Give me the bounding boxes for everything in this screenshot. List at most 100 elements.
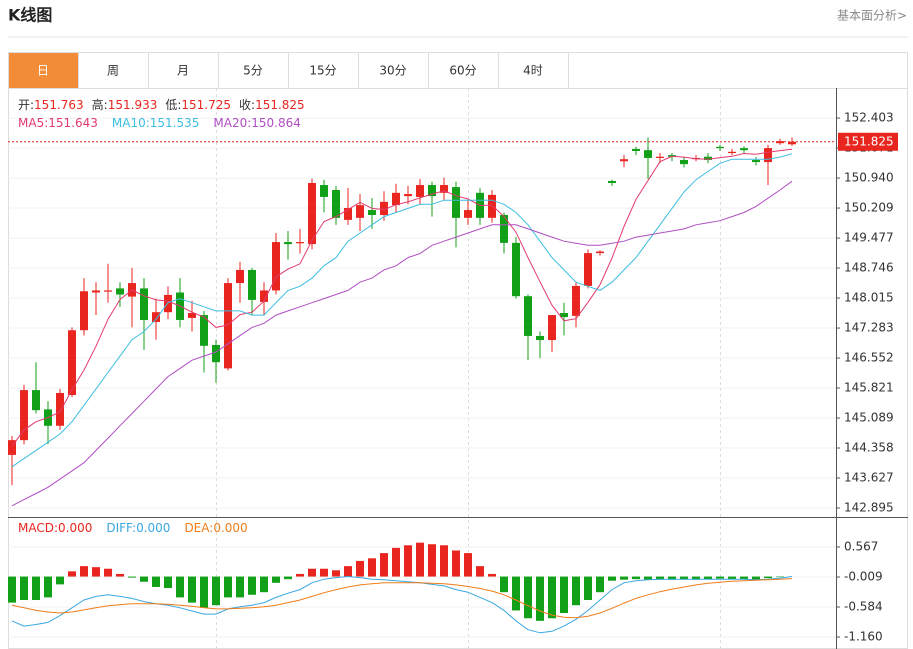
legend-value: 0.000	[58, 521, 92, 535]
candle-body	[164, 294, 172, 313]
macd-bar	[140, 576, 148, 582]
candle-body	[452, 187, 460, 218]
macd-bar	[44, 576, 52, 598]
y-tick-label: 0.567	[844, 539, 878, 553]
y-tick-label: 150.209	[844, 201, 894, 215]
candle-body	[548, 315, 556, 341]
tab-label[interactable]: 30分	[379, 64, 406, 78]
macd-bar	[320, 568, 328, 577]
tab-label[interactable]: 月	[177, 64, 189, 78]
tab-label[interactable]: 15分	[309, 64, 336, 78]
legend-value: 0.000	[136, 521, 170, 535]
candle-body	[536, 335, 544, 341]
tab[interactable]	[8, 52, 79, 89]
macd-bar	[692, 576, 700, 580]
y-tick-label: 143.627	[844, 470, 894, 484]
candle-body	[764, 148, 772, 163]
macd-bar	[524, 576, 532, 619]
legend-name: MACD:	[18, 521, 58, 535]
macd-bar	[404, 545, 412, 577]
candle-body	[644, 150, 652, 158]
macd-bar	[476, 566, 484, 577]
legend-name: DIFF:	[106, 521, 136, 535]
candle-body	[632, 148, 640, 151]
macd-bar	[572, 576, 580, 606]
candle-body	[140, 288, 148, 320]
macd-bar	[716, 576, 724, 579]
macd-bar	[260, 576, 268, 593]
candle-body	[740, 148, 748, 151]
macd-bar	[512, 576, 520, 611]
macd-bar	[764, 576, 772, 579]
tab-label[interactable]: 5分	[243, 64, 263, 78]
candle-body	[116, 288, 124, 295]
candle-body	[248, 269, 256, 300]
y-tick-label: 148.015	[844, 291, 894, 305]
macd-bar	[704, 576, 712, 580]
legend: MA5:151.643 MA10:151.535 MA20:150.864	[18, 116, 301, 130]
macd-bar	[452, 550, 460, 577]
candle-body	[416, 185, 424, 197]
candle-body	[404, 194, 412, 197]
candle-body	[104, 290, 112, 292]
tab-label[interactable]: 60分	[449, 64, 476, 78]
legend: MACD:0.000 DIFF:0.000 DEA:0.000	[18, 521, 248, 535]
macd-bar	[200, 576, 208, 608]
y-tick-label: 144.358	[844, 441, 894, 455]
macd-bar	[548, 576, 556, 619]
tab[interactable]	[78, 52, 149, 89]
info-label: 开:	[18, 98, 34, 112]
tab[interactable]	[288, 52, 359, 89]
macd-bar	[680, 576, 688, 580]
macd-bar	[164, 576, 172, 589]
candle-body	[488, 194, 496, 218]
macd-bar	[392, 547, 400, 577]
candle-body	[584, 253, 592, 286]
candle-body	[680, 160, 688, 165]
macd-bar	[188, 576, 196, 603]
info-value: 151.725	[181, 98, 231, 112]
legend-value: 151.535	[150, 116, 200, 130]
tab-label[interactable]: 周	[107, 64, 119, 78]
macd-bar	[668, 576, 676, 580]
macd-bar	[584, 576, 592, 601]
legend-value: 151.643	[48, 116, 98, 130]
legend-name: MA5:	[18, 116, 48, 130]
candle-body	[620, 159, 628, 162]
macd-bar	[728, 576, 736, 580]
candle-body	[284, 242, 292, 245]
info-value: 151.825	[255, 98, 305, 112]
y-tick-label: 147.283	[844, 321, 894, 335]
legend-value: 0.000	[213, 521, 247, 535]
macd-bar	[332, 570, 340, 577]
macd-bar	[428, 544, 436, 577]
macd-bar	[272, 576, 280, 583]
macd-bar	[500, 576, 508, 593]
y-tick-label: 145.821	[844, 381, 894, 395]
line	[11, 153, 793, 468]
macd-bar	[308, 568, 316, 577]
macd-bar	[104, 568, 112, 577]
last-price-box	[838, 132, 898, 151]
link[interactable]: 基本面分析>	[837, 9, 907, 23]
macd-bar	[68, 571, 76, 577]
info-label: 低:	[165, 98, 181, 112]
candle-body	[524, 296, 532, 336]
legend-value: 150.864	[251, 116, 301, 130]
y-tick-label: 152.403	[844, 111, 894, 125]
macd-bar	[656, 576, 664, 580]
tab-label[interactable]: 日	[37, 64, 49, 78]
info-value: 151.933	[108, 98, 158, 112]
candle-body	[512, 242, 520, 297]
candle-body	[380, 201, 388, 215]
candle-body	[224, 283, 232, 369]
macd-bar	[776, 576, 784, 578]
legend-name: DEA:	[184, 521, 213, 535]
tab-label[interactable]: 4时	[523, 64, 543, 78]
candle-body	[572, 285, 580, 316]
macd-bar	[236, 576, 244, 598]
macd-bar	[356, 560, 364, 577]
tab[interactable]	[498, 52, 569, 89]
